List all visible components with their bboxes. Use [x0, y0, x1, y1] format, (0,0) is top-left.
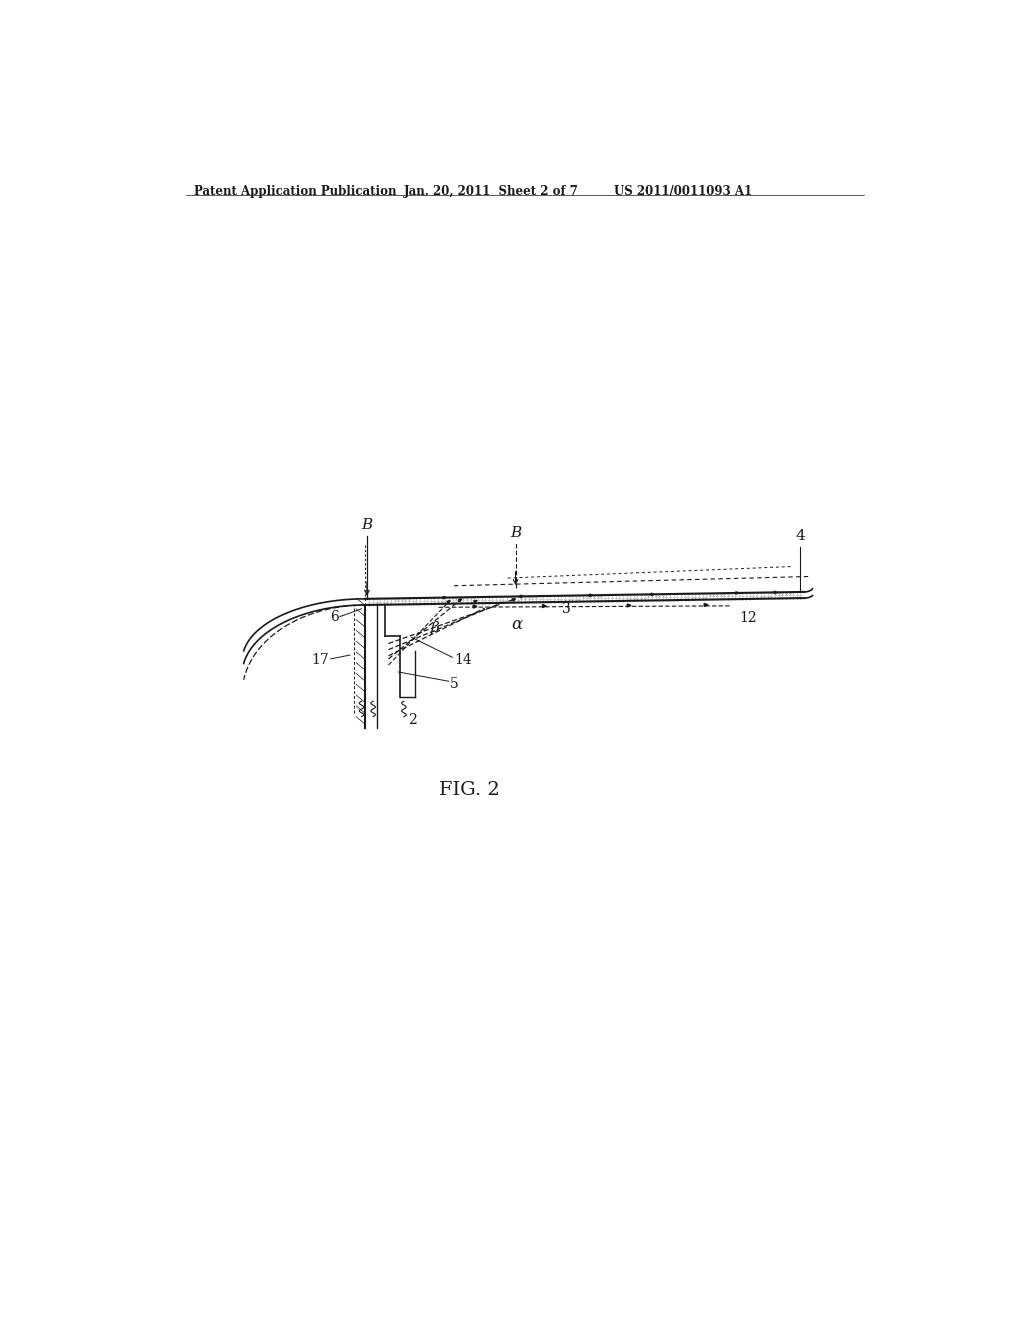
Text: Patent Application Publication: Patent Application Publication: [194, 185, 396, 198]
Text: 14: 14: [454, 653, 472, 668]
Polygon shape: [459, 599, 462, 602]
Text: FIG. 2: FIG. 2: [439, 781, 500, 799]
Text: 4: 4: [796, 529, 805, 544]
Polygon shape: [443, 597, 446, 599]
Text: 3: 3: [562, 602, 570, 616]
Text: β: β: [431, 622, 439, 635]
Text: Jan. 20, 2011  Sheet 2 of 7: Jan. 20, 2011 Sheet 2 of 7: [403, 185, 579, 198]
Text: US 2011/0011093 A1: US 2011/0011093 A1: [614, 185, 753, 198]
Polygon shape: [512, 599, 515, 601]
Text: B: B: [510, 525, 521, 540]
Polygon shape: [628, 605, 631, 607]
Polygon shape: [590, 594, 593, 597]
Polygon shape: [651, 593, 654, 595]
Polygon shape: [520, 595, 523, 598]
Polygon shape: [774, 591, 777, 594]
Text: 2: 2: [408, 714, 417, 727]
Polygon shape: [736, 591, 739, 594]
Text: 5: 5: [451, 677, 459, 690]
Polygon shape: [446, 601, 451, 603]
Polygon shape: [474, 601, 477, 603]
Text: 12: 12: [739, 611, 757, 626]
Text: 6: 6: [330, 610, 339, 623]
Text: α: α: [512, 615, 523, 632]
Polygon shape: [543, 605, 547, 607]
Polygon shape: [473, 605, 477, 609]
Polygon shape: [705, 603, 708, 606]
Text: 17: 17: [311, 653, 330, 668]
Text: B: B: [361, 517, 373, 532]
